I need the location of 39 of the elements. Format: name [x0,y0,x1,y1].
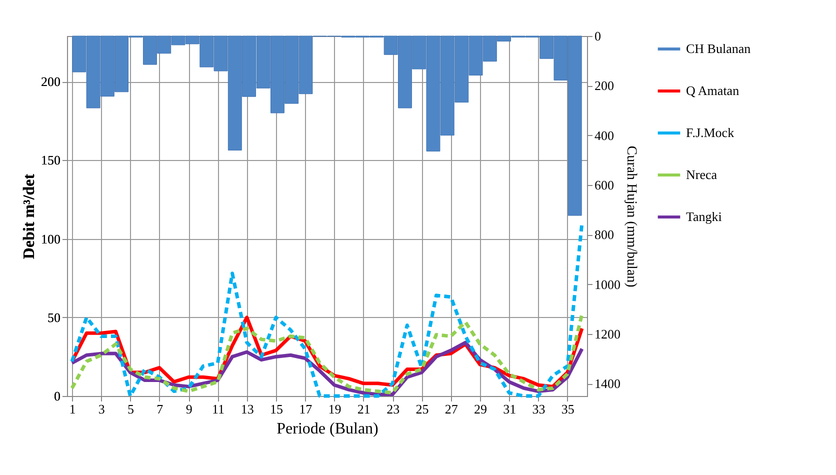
legend-label: Nreca [686,167,718,182]
y2-tick-label: 0 [594,28,601,44]
x-tick-label: 21 [357,402,370,416]
x-tick-label: 23 [386,402,400,416]
x-tick-label: 31 [503,402,516,416]
y2-tick-label: 1400 [594,376,620,392]
x-tick-label: 35 [561,402,574,416]
y-axis-title: Debit m³/det [21,173,38,260]
x-tick-label: 1 [69,402,76,416]
x-tick-label: 33 [532,402,546,416]
y2-tick-label: 600 [594,177,614,192]
x-tick-label: 25 [416,402,429,416]
x-tick-label: 5 [128,402,134,416]
y-tick-label: 200 [41,74,60,90]
x-tick-label: 9 [186,402,192,416]
x-tick-label: 7 [156,402,164,416]
x-tick-label: 27 [444,402,458,416]
x-tick-label: 11 [212,402,224,416]
x-axis-title: Periode (Bulan) [276,420,378,438]
y2-tick-label: 800 [594,227,614,242]
y-tick-label: 150 [41,152,60,168]
legend-label: Tangki [686,209,722,224]
legend-label: Q Amatan [686,83,740,98]
legend-label: F.J.Mock [686,125,735,140]
y2-axis-title: Curah Hujan (mm/bulan) [624,146,638,288]
legend-label: CH Bulanan [686,41,752,56]
y2-tick-label: 1000 [594,276,620,292]
y2-tick-label: 1200 [594,326,620,342]
x-tick-label: 17 [299,402,313,416]
y-tick-label: 100 [41,231,60,246]
x-tick-label: 3 [98,402,105,416]
y2-tick-label: 200 [594,78,614,94]
y-tick-label: 0 [54,388,60,404]
x-tick-label: 15 [270,402,283,416]
y2-tick-label: 400 [594,128,614,143]
x-tick-label: 29 [474,402,487,416]
x-tick-label: 19 [328,402,342,416]
x-tick-label: 13 [240,402,254,416]
y-tick-label: 50 [48,310,60,325]
